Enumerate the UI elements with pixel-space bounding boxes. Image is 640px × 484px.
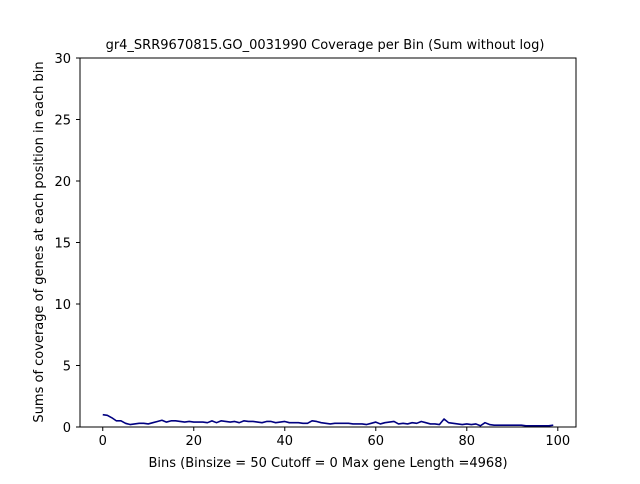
y-tick-label: 10 — [54, 298, 71, 313]
y-tick-label: 30 — [54, 52, 71, 67]
x-tick-label: 20 — [185, 434, 202, 449]
chart-title: gr4_SRR9670815.GO_0031990 Coverage per B… — [106, 38, 545, 53]
x-tick-label: 100 — [545, 434, 570, 449]
y-tick-label: 20 — [54, 175, 71, 190]
y-axis: 0 5 10 15 20 25 30 — [54, 52, 80, 436]
x-tick-label: 40 — [276, 434, 293, 449]
series-layer — [102, 413, 554, 427]
y-tick-label: 5 — [63, 360, 71, 375]
x-tick-label: 80 — [459, 434, 476, 449]
x-axis: 0 20 40 60 80 100 — [99, 427, 570, 449]
y-tick-label: 0 — [63, 421, 71, 436]
y-tick-label: 15 — [54, 237, 71, 252]
x-tick-label: 0 — [99, 434, 107, 449]
plot-background — [80, 58, 576, 427]
x-axis-label: Bins (Binsize = 50 Cutoff = 0 Max gene L… — [148, 456, 507, 471]
y-axis-label: Sums of coverage of genes at each positi… — [32, 61, 47, 422]
x-tick-label: 60 — [368, 434, 385, 449]
y-tick-label: 25 — [54, 114, 71, 129]
plot-area — [79, 57, 577, 428]
series-line — [102, 413, 554, 427]
